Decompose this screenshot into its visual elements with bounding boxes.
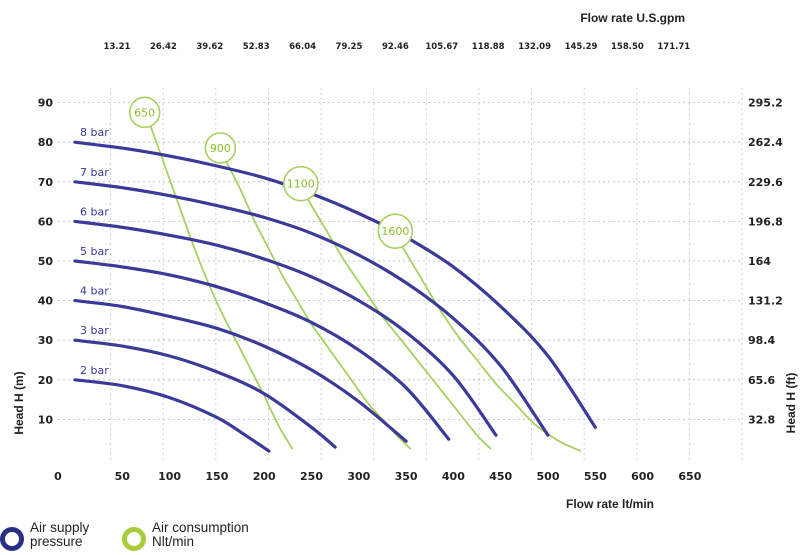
x-tick-label: 600 [631,470,654,483]
legend-consumption-line2: Nlt/min [152,534,195,549]
top-tick-label: 105.67 [425,42,458,52]
air-consumption-badge [282,165,319,202]
grid [58,88,743,462]
y-left-tick-label: 70 [38,176,54,189]
top-tick-label: 132.09 [518,42,551,52]
top-tick-label: 52.83 [243,42,270,52]
y-right-tick-label: 164 [748,255,771,268]
y-left-tick-label: 60 [38,215,54,228]
y-left-tick-label: 80 [38,136,54,149]
y-left-tick-label: 90 [38,97,54,110]
x-tick-label: 400 [442,470,465,483]
y-right-tick-label: 98.4 [748,334,775,347]
y-left-tick-label: 30 [38,334,54,347]
pressure-curve [73,299,408,443]
pressure-curve [73,378,271,453]
top-tick-label: 158.50 [611,42,644,52]
x-tick-label: 550 [584,470,607,483]
y-left-tick-label: 10 [38,413,54,426]
pressure-curve [73,219,498,437]
top-tick-label: 39.62 [196,42,223,52]
x-tick-label: 150 [205,470,228,483]
pump-performance-chart: Flow rate U.S.gpm 13.21 26.42 39.62 52.83 66… [12,11,798,511]
x-axis-title: Flow rate lt/min [566,497,654,511]
air-consumption-line [225,161,412,450]
pressure-label: 8 bar [80,126,109,139]
y-right-tick-label: 65.6 [748,374,775,387]
top-tick-label: 171.71 [657,42,690,52]
x-tick-label: 100 [158,470,181,483]
pressure-curve [73,140,597,429]
y-right-tick-label: 32.8 [748,413,775,426]
legend-consumption-label: Air consumption Nlt/min [152,521,272,549]
top-tick-label: 79.25 [336,42,363,52]
legend-consumption-line1: Air consumption [152,520,249,535]
top-tick-label: 118.88 [472,42,505,52]
supply-ring-icon [0,527,24,551]
pressure-curve [73,338,337,449]
y-left-tick-label: 40 [38,295,54,308]
y-right-axis-title: Head H (ft) [784,373,798,434]
y-right-tick-label: 262.4 [748,136,783,149]
y-right-tick-label: 295.2 [748,97,783,110]
top-axis-title: Flow rate U.S.gpm [580,11,685,25]
y-left-axis-title: Head H (m) [12,371,26,434]
y-right-tick-label: 196.8 [748,215,783,228]
legend-consumption: Air consumption Nlt/min [122,521,272,551]
pressure-label: 6 bar [80,205,109,218]
x-tick-label: 500 [537,470,560,483]
x-tick-label: 0 [54,470,62,483]
air-consumption-line [400,244,582,452]
air-consumption-label: 1600 [381,225,409,238]
top-tick-label: 13.21 [104,42,131,52]
legend-supply-line2: pressure [30,534,83,549]
top-tick-label: 145.29 [565,42,598,52]
x-axis-ticks: 0 50 100 150 200 250 300 350 400 450 500 550 600 650 [54,470,702,483]
y-left-tick-label: 50 [38,255,54,268]
pressure-label: 3 bar [80,324,109,337]
x-tick-label: 50 [115,470,131,483]
air-consumption-badge [128,96,161,129]
legend-supply-label: Air supply pressure [30,521,150,549]
y-left-axis-ticks: 10 20 30 40 50 60 70 80 90 [38,97,54,427]
pressure-curve [73,180,550,437]
pressure-label: 4 bar [80,285,109,298]
air-consumption-badge [377,213,414,249]
top-tick-label: 92.46 [382,42,409,52]
pressure-label: 7 bar [80,166,109,179]
y-right-tick-label: 131.2 [748,295,783,308]
pressure-label: 2 bar [80,364,109,377]
x-tick-label: 250 [300,470,323,483]
x-tick-label: 300 [347,470,370,483]
air-consumption-line [149,126,294,450]
series-labels: 2 bar 3 bar 4 bar 5 bar 6 bar 7 bar 8 bar 650 90… [80,96,414,377]
pressure-label: 5 bar [80,245,109,258]
y-right-tick-label: 229.6 [748,176,783,189]
consumption-ring-icon [122,527,146,551]
pressure-curve [73,259,451,441]
legend-supply: Air supply pressure [0,521,150,551]
air-consumption-line [306,197,492,450]
top-tick-label: 26.42 [150,42,177,52]
y-left-tick-label: 20 [38,374,54,387]
x-tick-label: 450 [489,470,512,483]
x-tick-label: 200 [253,470,276,483]
x-tick-label: 650 [678,470,701,483]
series-lines [73,126,597,453]
top-tick-label: 66.04 [289,42,316,52]
air-consumption-label: 650 [134,106,155,119]
air-consumption-badge [204,132,237,164]
y-right-axis-ticks: 32.8 65.6 98.4 131.2 164 196.8 229.6 262.4 295.2 [748,97,783,427]
legend-supply-line1: Air supply [30,520,90,535]
x-tick-label: 350 [395,470,418,483]
air-consumption-label: 900 [210,142,231,155]
top-axis-ticks: 13.21 26.42 39.62 52.83 66.04 79.25 92.46 105.6… [104,42,691,52]
air-consumption-label: 1100 [287,178,315,191]
